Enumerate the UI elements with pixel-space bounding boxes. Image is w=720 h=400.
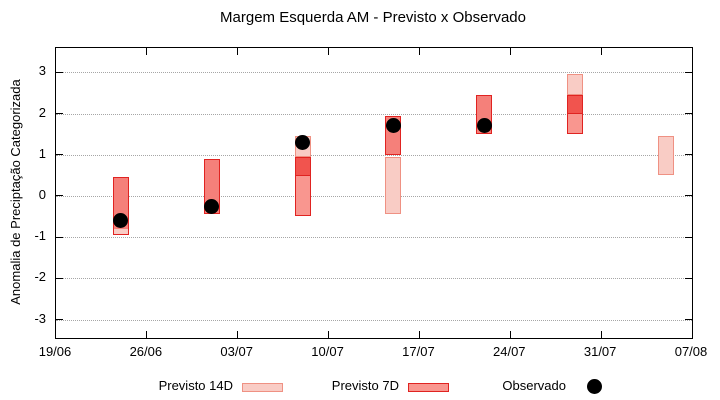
x-tick-mark bbox=[146, 331, 148, 338]
x-tick-mark bbox=[328, 331, 330, 338]
y-tick-mark bbox=[56, 71, 63, 73]
legend-label-previsto-7d: Previsto 7D bbox=[331, 378, 399, 393]
y-tick-mark bbox=[685, 154, 692, 156]
forecast-bar-fill bbox=[385, 156, 402, 215]
y-tick-mark bbox=[685, 195, 692, 197]
forecast-bar-fill bbox=[112, 228, 129, 236]
forecast-bar-border bbox=[112, 177, 129, 236]
y-tick-mark bbox=[685, 71, 692, 73]
gridline bbox=[56, 113, 692, 115]
y-tick-mark bbox=[685, 236, 692, 238]
forecast-bar-border bbox=[658, 136, 675, 176]
forecast-bar-fill bbox=[567, 94, 584, 114]
y-tick-mark bbox=[56, 277, 63, 279]
observado-dot-icon bbox=[587, 379, 602, 394]
forecast-bar-fill bbox=[294, 175, 311, 217]
forecast-bar-fill bbox=[567, 113, 584, 135]
forecast-bar-border bbox=[476, 94, 493, 135]
gridline bbox=[56, 237, 692, 239]
previsto-14d-swatch-icon bbox=[242, 383, 283, 392]
x-tick-label: 17/07 bbox=[402, 344, 435, 359]
x-tick-label: 24/07 bbox=[493, 344, 526, 359]
x-tick-mark bbox=[600, 331, 602, 338]
x-tick-label: 07/08 bbox=[674, 344, 708, 359]
observado-point bbox=[113, 213, 129, 229]
x-tick-label: 19/06 bbox=[38, 344, 72, 359]
forecast-bar-border bbox=[385, 115, 402, 155]
observado-point bbox=[385, 118, 401, 134]
x-tick-label: 10/07 bbox=[311, 344, 344, 359]
previsto-7d-swatch-icon bbox=[408, 383, 449, 392]
observado-point bbox=[476, 118, 492, 134]
x-tick-mark bbox=[418, 48, 420, 55]
forecast-bar-border bbox=[567, 94, 584, 135]
x-tick-mark bbox=[237, 48, 239, 55]
forecast-bar-border bbox=[203, 158, 220, 215]
x-tick-mark bbox=[600, 48, 602, 55]
y-tick-mark bbox=[685, 277, 692, 279]
gridline bbox=[56, 154, 692, 156]
forecast-bar-border bbox=[294, 156, 311, 217]
y-tick-mark bbox=[685, 113, 692, 114]
forecast-bar-border bbox=[567, 74, 584, 95]
x-tick-mark bbox=[509, 48, 511, 55]
legend-label-previsto-14d: Previsto 14D bbox=[158, 378, 233, 393]
observado-point bbox=[204, 198, 220, 214]
legend-label-observado: Observado bbox=[502, 378, 566, 393]
forecast-bar-divider bbox=[294, 174, 311, 177]
y-tick-mark bbox=[56, 195, 63, 197]
forecast-bar-divider bbox=[567, 112, 584, 115]
plot-area bbox=[55, 47, 693, 339]
x-tick-label: 03/07 bbox=[220, 344, 253, 359]
forecast-bar-fill bbox=[567, 74, 584, 95]
x-tick-mark bbox=[146, 48, 148, 55]
x-tick-mark bbox=[418, 331, 420, 338]
gridline bbox=[56, 72, 692, 74]
chart-title: Margem Esquerda AM - Previsto x Observad… bbox=[220, 9, 526, 26]
x-tick-label: 31/07 bbox=[583, 344, 617, 359]
x-tick-mark bbox=[328, 48, 330, 55]
gridline bbox=[56, 195, 692, 197]
y-tick-mark bbox=[685, 319, 692, 320]
y-tick-mark bbox=[56, 319, 63, 320]
forecast-bar-fill bbox=[658, 136, 675, 176]
y-tick-mark bbox=[56, 236, 63, 238]
observado-point bbox=[295, 134, 311, 150]
y-tick-mark bbox=[56, 113, 63, 114]
gridline bbox=[56, 319, 692, 321]
forecast-bar-fill bbox=[294, 156, 311, 176]
x-tick-label: 26/06 bbox=[129, 344, 163, 359]
x-tick-mark bbox=[237, 331, 239, 338]
x-tick-mark bbox=[509, 331, 511, 338]
forecast-bar-border bbox=[385, 156, 402, 215]
y-axis-label: Anomalia de Preciptação Categorizada bbox=[8, 79, 23, 305]
y-tick-mark bbox=[56, 154, 63, 156]
gridline bbox=[56, 278, 692, 280]
